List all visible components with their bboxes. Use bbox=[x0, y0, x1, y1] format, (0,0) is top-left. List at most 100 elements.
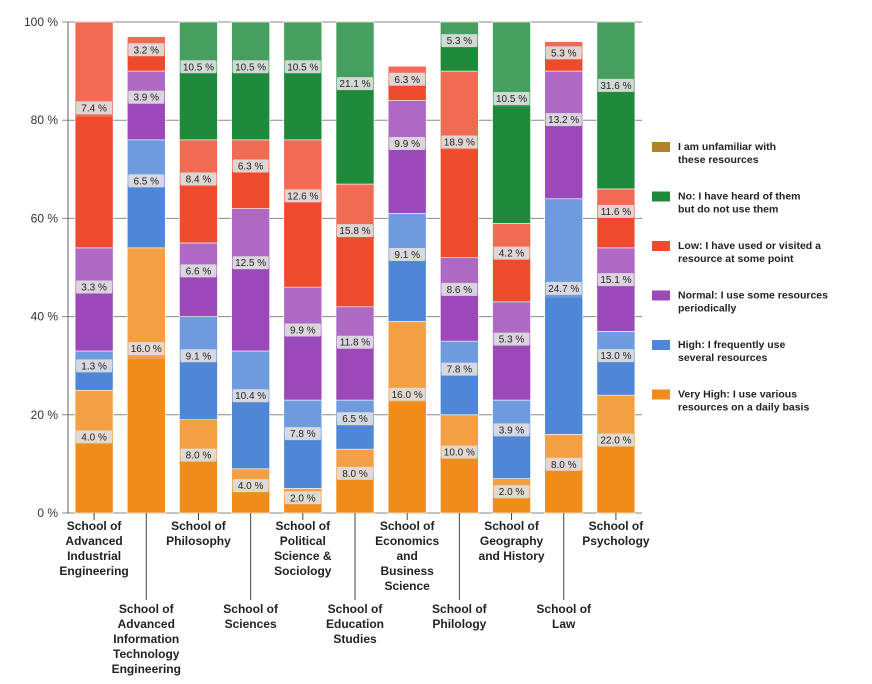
bar-segment bbox=[440, 257, 479, 342]
data-label-box bbox=[441, 445, 478, 459]
bar-segment bbox=[231, 21, 270, 141]
data-label-box bbox=[232, 159, 269, 173]
data-label: 1.3 % bbox=[81, 361, 107, 372]
data-label: 5.3 % bbox=[447, 36, 473, 47]
category-label: School of bbox=[119, 602, 175, 616]
data-label: 24.7 % bbox=[548, 284, 579, 295]
y-tick-label: 0 % bbox=[37, 506, 58, 520]
category-label: Sociology bbox=[274, 564, 332, 578]
category-label: Engineering bbox=[59, 564, 128, 578]
category-label: Science & bbox=[274, 549, 332, 563]
bar-segment bbox=[492, 301, 531, 401]
data-label: 8.0 % bbox=[551, 460, 577, 471]
data-label: 9.1 % bbox=[186, 351, 212, 362]
data-label-box bbox=[232, 479, 269, 493]
data-label-box bbox=[337, 466, 373, 480]
data-label-box bbox=[180, 349, 217, 363]
data-label: 12.6 % bbox=[287, 191, 318, 202]
bar-segment bbox=[440, 340, 479, 416]
data-label: 2.0 % bbox=[290, 493, 316, 504]
y-tick-label: 100 % bbox=[24, 15, 58, 29]
data-label: 5.3 % bbox=[551, 48, 577, 59]
legend-label: I am unfamiliar with bbox=[678, 141, 776, 153]
data-label: 8.6 % bbox=[447, 285, 473, 296]
bar-segment bbox=[440, 414, 479, 514]
legend-swatch bbox=[652, 241, 670, 251]
data-label-box bbox=[493, 332, 530, 346]
data-label: 31.6 % bbox=[600, 81, 631, 92]
category-label: Technology bbox=[113, 647, 180, 661]
category-label: Advanced bbox=[65, 534, 122, 548]
bar-segment bbox=[492, 21, 531, 224]
category-label: Information bbox=[113, 632, 179, 646]
bar-segment bbox=[231, 139, 270, 209]
bar-segment bbox=[387, 100, 427, 214]
y-tick-label: 60 % bbox=[31, 211, 59, 225]
bar-segment bbox=[596, 188, 636, 249]
data-label: 7.4 % bbox=[81, 103, 107, 114]
data-label-box bbox=[180, 264, 217, 278]
data-label: 6.5 % bbox=[342, 414, 368, 425]
category-label: School of bbox=[223, 602, 279, 616]
category-label: Philosophy bbox=[166, 534, 231, 548]
data-label: 15.8 % bbox=[339, 226, 370, 237]
data-label: 6.6 % bbox=[186, 266, 212, 277]
data-label: 12.5 % bbox=[235, 258, 266, 269]
category-label: Industrial bbox=[67, 549, 121, 563]
bar-segment bbox=[440, 70, 479, 258]
category-label: School of bbox=[589, 519, 645, 533]
data-label-box bbox=[284, 60, 321, 74]
bar-segment bbox=[179, 139, 218, 244]
bar-segment bbox=[596, 21, 636, 190]
category-label: Education bbox=[326, 617, 384, 631]
category-label: and bbox=[397, 549, 418, 563]
bar-segment bbox=[335, 21, 375, 185]
data-label-box bbox=[493, 91, 530, 105]
category-label: Political bbox=[280, 534, 326, 548]
bar-segment bbox=[596, 247, 636, 332]
data-labels: 4.0 % 1.3 % 3.3 % 7.4 % 16.0 % 6.5 % 3.9 % 3.2 … bbox=[76, 34, 634, 505]
data-label: 10.5 % bbox=[287, 62, 318, 73]
category-label: and History bbox=[479, 549, 545, 563]
legend-swatch bbox=[652, 142, 670, 152]
data-label: 7.8 % bbox=[447, 365, 473, 376]
legend-label: resource at some point bbox=[678, 253, 794, 265]
category-label: School of bbox=[380, 519, 436, 533]
data-label-box bbox=[284, 189, 321, 203]
bar-segment bbox=[387, 213, 427, 322]
data-label-box bbox=[128, 342, 165, 356]
data-label-box bbox=[337, 224, 373, 238]
data-label: 10.5 % bbox=[496, 94, 527, 105]
bar-segment bbox=[179, 242, 218, 317]
category-label: Law bbox=[552, 617, 576, 631]
data-label-box bbox=[493, 246, 530, 260]
data-label: 18.9 % bbox=[444, 138, 475, 149]
data-label-box bbox=[128, 43, 165, 57]
bar-segment bbox=[544, 434, 584, 514]
data-label-box bbox=[545, 113, 582, 127]
data-label-box bbox=[180, 448, 217, 462]
bar-segment bbox=[179, 21, 218, 141]
bar-segment bbox=[387, 321, 427, 514]
data-label: 9.1 % bbox=[394, 250, 420, 261]
data-label: 13.2 % bbox=[548, 115, 579, 126]
data-label: 8.4 % bbox=[186, 175, 212, 186]
data-label-box bbox=[284, 323, 321, 337]
data-label: 3.9 % bbox=[133, 93, 159, 104]
bar-segment bbox=[596, 394, 636, 514]
legend-swatch bbox=[652, 340, 670, 350]
legend-swatch bbox=[652, 290, 670, 301]
data-label: 22.0 % bbox=[600, 435, 631, 446]
y-tick-label: 80 % bbox=[31, 113, 59, 127]
category-label: School of bbox=[432, 602, 488, 616]
data-label-box bbox=[389, 136, 426, 150]
category-label: Philology bbox=[432, 617, 486, 631]
bar-segment bbox=[179, 316, 218, 421]
legend-label: Normal: I use some resources bbox=[678, 290, 828, 302]
data-label-box bbox=[441, 34, 478, 48]
data-label: 8.0 % bbox=[186, 451, 212, 462]
data-label-box bbox=[389, 248, 426, 262]
category-label: School of bbox=[67, 519, 123, 533]
data-label: 11.8 % bbox=[340, 338, 370, 349]
